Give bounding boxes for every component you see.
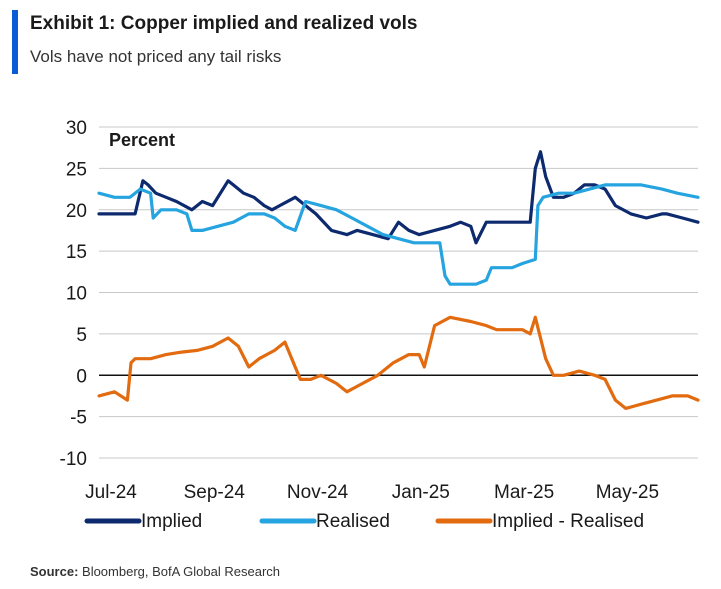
grid-lines [99, 126, 698, 459]
legend-label: Implied - Realised [492, 511, 644, 532]
series-lines [97, 150, 700, 410]
x-tick-label: Nov-24 [287, 482, 349, 503]
series-line-2 [97, 183, 700, 286]
x-tick-label: May-25 [596, 482, 659, 503]
y-tick-label: 30 [66, 118, 87, 139]
x-tick-label: Mar-25 [494, 482, 554, 503]
x-tick-label: Jul-24 [85, 482, 137, 503]
header-accent-bar [12, 10, 18, 74]
legend-label: Implied [141, 511, 202, 532]
source-text: Bloomberg, BofA Global Research [78, 564, 281, 579]
x-tick-label: Sep-24 [184, 482, 246, 503]
series-line-1 [97, 150, 700, 245]
legend-label: Realised [316, 511, 390, 532]
y-tick-label: 20 [66, 201, 87, 222]
y-tick-label: 15 [66, 242, 87, 263]
y-tick-label: 5 [76, 325, 87, 346]
source-label: Source: [30, 564, 79, 579]
y-tick-label: 0 [76, 366, 87, 387]
y-axis-unit-label: Percent [109, 130, 175, 150]
chart-title: Exhibit 1: Copper implied and realized v… [30, 13, 418, 34]
y-axis-tick-labels: -10 -5 0 5 10 15 20 25 30 [60, 118, 87, 470]
y-tick-label: 10 [66, 284, 87, 305]
legend: Implied Realised Implied - Realised [84, 511, 644, 532]
x-tick-label: Jan-25 [392, 482, 450, 503]
y-tick-label: -5 [70, 408, 87, 429]
x-axis-tick-labels: Jul-24 Sep-24 Nov-24 Jan-25 Mar-25 May-25 [85, 482, 659, 503]
chart-subtitle: Vols have not priced any tail risks [30, 47, 282, 66]
series-line-3 [97, 315, 700, 410]
y-tick-label: 25 [66, 159, 87, 180]
source-note: Source: Bloomberg, BofA Global Research [30, 564, 280, 579]
y-tick-label: -10 [60, 449, 87, 470]
